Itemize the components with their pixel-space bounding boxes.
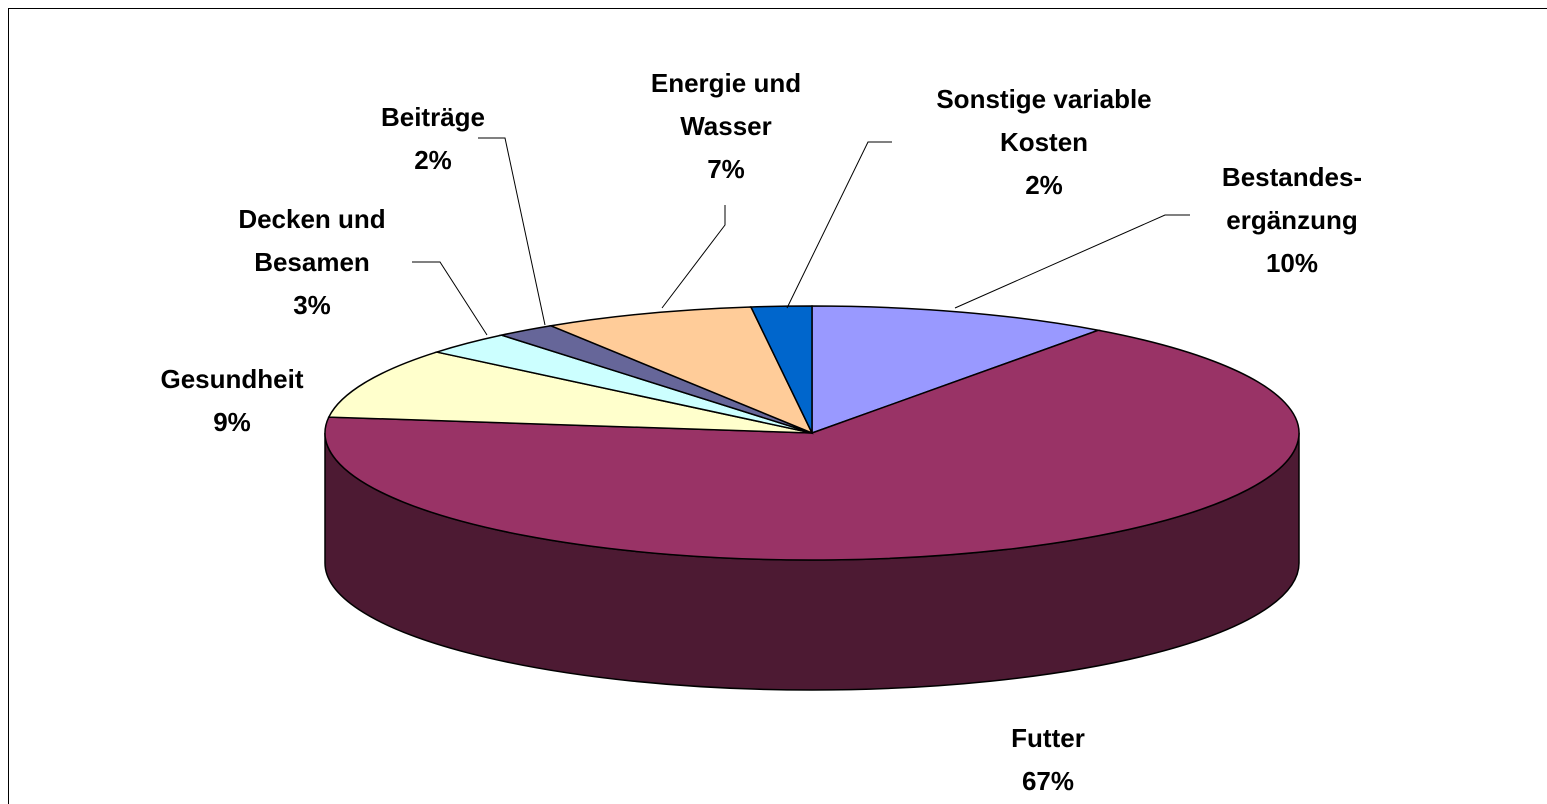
- slice-label: Bestandes- ergänzung 10%: [1222, 156, 1362, 285]
- slice-label: Beiträge 2%: [381, 96, 485, 182]
- label-name: Energie und Wasser: [650, 68, 802, 141]
- pie-slice: [749, 305, 813, 434]
- pie-slice: [327, 351, 813, 434]
- label-value: 3%: [293, 290, 331, 320]
- label-name: Futter: [1011, 723, 1085, 753]
- label-value: 7%: [707, 154, 745, 184]
- pie-slice: [811, 305, 1102, 435]
- slice-label: Gesundheit 9%: [160, 358, 303, 444]
- leader-line: [786, 141, 892, 309]
- label-name: Decken und Besamen: [238, 204, 386, 277]
- pie-slice: [324, 329, 1300, 561]
- slice-label: Decken und Besamen 3%: [238, 198, 385, 327]
- leader-line: [954, 214, 1190, 309]
- frame: [8, 8, 1547, 804]
- pie-slice: [548, 306, 814, 435]
- slice-label: Sonstige variable Kosten 2%: [936, 78, 1151, 207]
- label-value: 10%: [1265, 248, 1319, 278]
- slice-label: Futter 67%: [1011, 717, 1085, 803]
- label-name: Bestandes- ergänzung: [1221, 162, 1363, 235]
- leader-line: [661, 205, 726, 309]
- slice-label: Energie und Wasser 7%: [651, 62, 801, 191]
- label-name: Gesundheit: [160, 364, 304, 394]
- leader-line: [478, 137, 546, 326]
- label-value: 2%: [414, 145, 452, 175]
- label-value: 2%: [1025, 170, 1063, 200]
- label-name: Sonstige variable Kosten: [936, 84, 1152, 157]
- leader-line: [412, 261, 488, 336]
- label-name: Beiträge: [380, 102, 486, 132]
- label-value: 67%: [1021, 766, 1075, 796]
- label-value: 9%: [213, 407, 251, 437]
